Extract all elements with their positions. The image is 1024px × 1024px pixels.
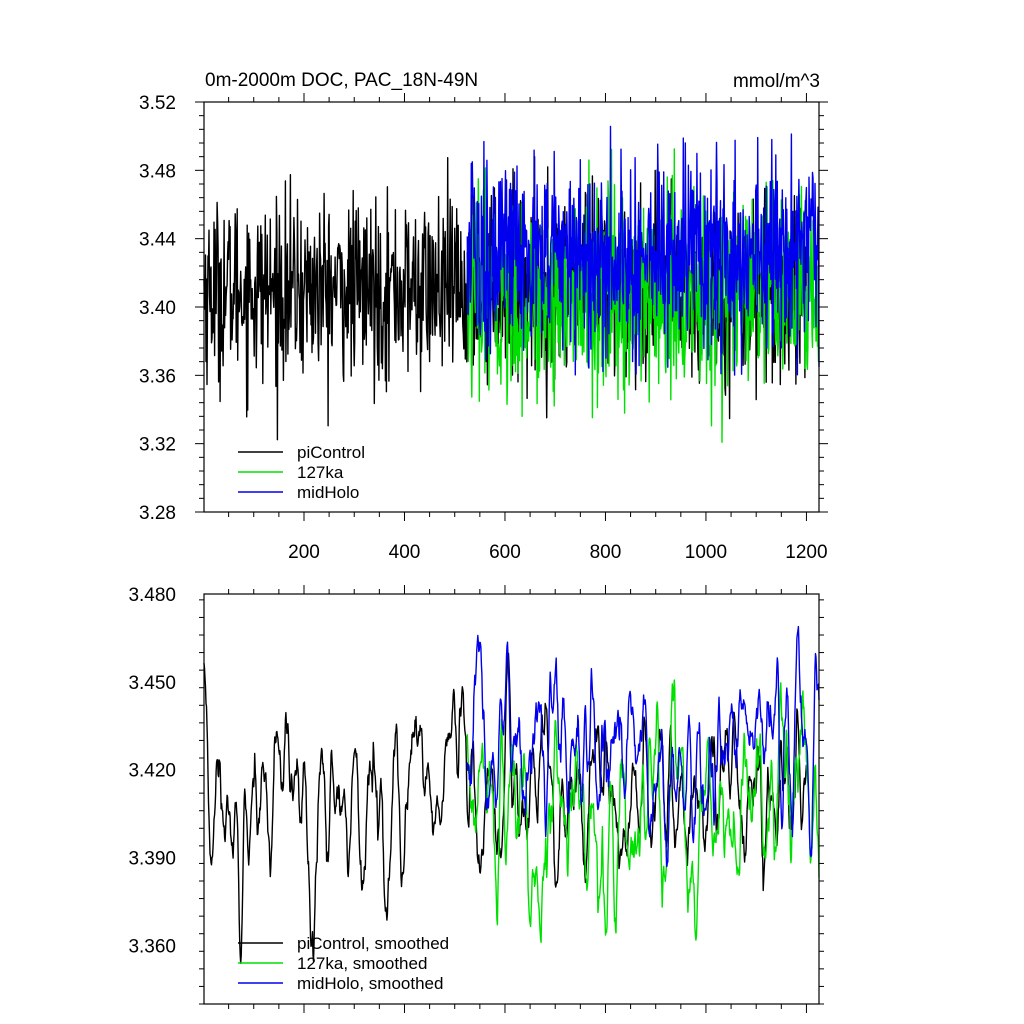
legend-label: midHolo <box>297 483 359 502</box>
y-tick-label: 3.44 <box>139 230 176 251</box>
series-line-midholo-smoothed <box>466 625 820 868</box>
bottom-axis-ticks <box>199 585 824 1013</box>
y-tick-label: 3.36 <box>139 366 176 387</box>
x-tick-label: 600 <box>489 542 521 563</box>
top-series-group <box>203 125 820 443</box>
y-tick-label: 3.52 <box>139 93 176 114</box>
bottom-y-tick-labels: 3.360 3.390 3.420 3.450 3.480 <box>128 585 176 957</box>
top-panel-units: mmol/m^3 <box>733 71 820 92</box>
series-line-midholo <box>466 125 820 376</box>
x-tick-label: 1200 <box>785 542 827 563</box>
bottom-series-group <box>203 625 820 964</box>
y-tick-label: 3.40 <box>139 298 176 319</box>
x-tick-label: 1000 <box>685 542 727 563</box>
y-tick-label: 3.360 <box>128 936 176 957</box>
x-tick-label: 200 <box>288 542 320 563</box>
series-line-127ka <box>466 148 820 443</box>
x-tick-label: 400 <box>389 542 421 563</box>
legend-label: 127ka, smoothed <box>297 954 427 973</box>
series-line-picontrol-smoothed <box>203 652 808 964</box>
top-x-tick-labels: 200 400 600 800 1000 1200 <box>288 542 827 563</box>
y-tick-label: 3.480 <box>128 585 176 606</box>
bottom-panel: 3.360 3.390 3.420 3.450 3.480 piControl, smo… <box>128 585 824 1013</box>
y-tick-label: 3.48 <box>139 161 176 182</box>
y-tick-label: 3.28 <box>139 503 176 524</box>
top-y-tick-labels: 3.28 3.32 3.36 3.40 3.44 3.48 3.52 <box>139 93 176 524</box>
top-panel: 0m-2000m DOC, PAC_18N-49N mmol/m^3 3.283… <box>139 70 828 563</box>
top-plot-frame <box>203 101 820 513</box>
top-panel-title: 0m-2000m DOC, PAC_18N-49N <box>205 70 478 91</box>
y-tick-label: 3.450 <box>128 673 176 694</box>
x-tick-label: 800 <box>590 542 622 563</box>
legend-label: midHolo, smoothed <box>297 974 443 993</box>
legend-label: piControl, smoothed <box>297 934 449 953</box>
top-axis-ticks <box>195 93 828 521</box>
bottom-plot-frame <box>203 593 820 1005</box>
y-tick-label: 3.420 <box>128 761 176 782</box>
legend-label: 127ka <box>297 463 344 482</box>
legend-label: piControl <box>297 443 365 462</box>
y-tick-label: 3.32 <box>139 435 176 456</box>
y-tick-label: 3.390 <box>128 849 176 870</box>
